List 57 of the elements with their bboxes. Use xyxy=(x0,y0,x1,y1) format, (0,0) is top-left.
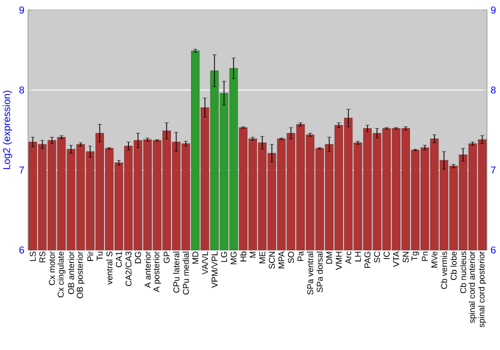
x-tick-label: PAG xyxy=(364,252,370,268)
x-tick-label: Cx cingulate xyxy=(58,252,66,298)
x-tick-label: GP xyxy=(164,252,170,264)
x-tick-label: A anterior xyxy=(144,251,151,288)
x-tick-label: Tg xyxy=(411,252,420,261)
x-tick-label: Hb xyxy=(240,252,246,262)
x-tick-label: ventral S xyxy=(106,252,112,285)
x-tick-label: spinal cord anterior xyxy=(468,251,477,323)
y-axis-title: Log2 (expression) xyxy=(2,90,12,170)
x-tick-label: VMH xyxy=(336,252,342,270)
x-tick-label: RS xyxy=(39,252,46,262)
y-tick-label: 8 xyxy=(19,86,24,94)
x-tick-label: OB posterior xyxy=(76,251,85,298)
x-tick-label: CPu medial xyxy=(182,252,189,295)
x-tick-label: LH xyxy=(354,252,361,262)
x-tick-label: ME xyxy=(259,252,266,264)
x-tick-label: Cb lobe xyxy=(450,252,457,280)
x-tick-label: CPu lateral xyxy=(173,252,180,293)
x-tick-label: VTA xyxy=(393,251,400,268)
x-tick-label: SPa dorsal xyxy=(316,252,323,292)
x-tick-label: Pn xyxy=(422,252,428,261)
x-tick-label: SN xyxy=(402,252,409,263)
y2-tick-label: 9 xyxy=(490,6,496,14)
x-tick-label: MD xyxy=(192,252,198,264)
y-tick-label: 6 xyxy=(19,246,24,254)
x-tick-label: SO xyxy=(288,252,294,264)
x-tick-label: MG xyxy=(230,252,237,264)
x-tick-label: Cx motor xyxy=(48,251,55,286)
y-tick-label: 7 xyxy=(19,166,24,174)
x-tick-label: SC xyxy=(374,252,380,263)
y2-tick-label: 6 xyxy=(491,246,496,254)
x-tick-label: CA2/CA3 xyxy=(125,252,132,286)
x-tick-label: VA/VL xyxy=(202,251,208,275)
x-tick-label: Arc xyxy=(345,251,352,264)
x-tick-label: MPA xyxy=(278,251,284,268)
x-tick-label: Pa xyxy=(298,251,304,261)
x-tick-label: DM xyxy=(326,252,332,264)
x-tick-label: Tu xyxy=(96,252,103,261)
x-tick-label: LS xyxy=(30,252,36,261)
x-tick-label: VPM/VPL xyxy=(211,251,218,288)
x-tick-label: MVe xyxy=(431,252,438,268)
x-tick-label: IC xyxy=(384,252,390,259)
x-tick-label: Pir xyxy=(87,251,94,261)
x-tick-label: Cb vermis xyxy=(440,252,448,289)
x-tick-label: CA1 xyxy=(116,252,122,268)
x-tick-label: SPa ventral xyxy=(306,252,314,295)
y-tick-label: 9 xyxy=(19,6,24,14)
x-tick-label: M xyxy=(250,252,256,258)
y2-tick-label: 7 xyxy=(491,166,496,174)
y2-tick-label: 8 xyxy=(490,86,496,94)
x-tick-label: Cb nucleus xyxy=(460,252,466,294)
x-tick-label: OB anterior xyxy=(68,251,74,294)
x-tick-label: SCN xyxy=(268,252,275,269)
x-tick-label: DG xyxy=(134,252,141,264)
x-tick-label: A posterior xyxy=(153,251,162,292)
x-tick-label: LG xyxy=(221,252,228,262)
x-tick-label: spinal cord posterior xyxy=(478,251,486,328)
